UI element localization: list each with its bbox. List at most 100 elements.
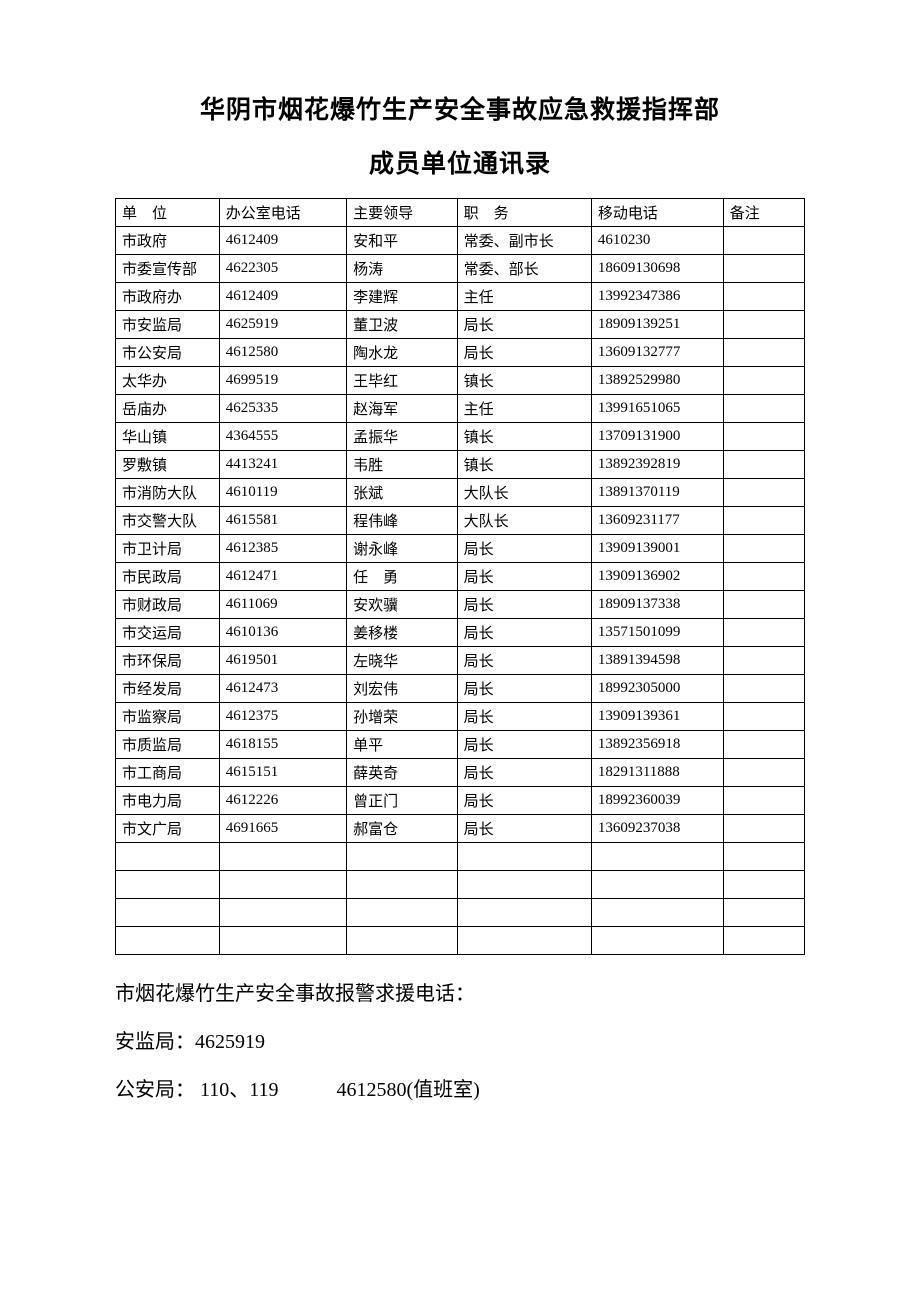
table-cell <box>723 227 804 255</box>
table-row: 市政府4612409安和平常委、副市长4610230 <box>116 227 805 255</box>
table-cell: 太华办 <box>116 367 220 395</box>
table-cell: 大队长 <box>457 479 591 507</box>
table-cell <box>723 339 804 367</box>
table-cell: 4612385 <box>219 535 346 563</box>
table-row: 岳庙办4625335赵海军主任13991651065 <box>116 395 805 423</box>
table-cell <box>723 395 804 423</box>
table-cell: 市环保局 <box>116 647 220 675</box>
table-row: 华山镇4364555孟振华镇长13709131900 <box>116 423 805 451</box>
table-cell: 张斌 <box>347 479 458 507</box>
table-cell: 18909139251 <box>591 311 723 339</box>
table-cell <box>457 871 591 899</box>
table-cell <box>591 899 723 927</box>
table-cell: 主任 <box>457 283 591 311</box>
table-cell: 局长 <box>457 339 591 367</box>
table-row: 市卫计局4612385谢永峰局长13909139001 <box>116 535 805 563</box>
table-cell: 市民政局 <box>116 563 220 591</box>
table-cell <box>723 535 804 563</box>
table-row: 市经发局4612473刘宏伟局长18992305000 <box>116 675 805 703</box>
col-header-position: 职 务 <box>457 199 591 227</box>
table-cell <box>723 927 804 955</box>
table-cell: 罗敷镇 <box>116 451 220 479</box>
table-cell: 市交运局 <box>116 619 220 647</box>
col-header-mobile: 移动电话 <box>591 199 723 227</box>
table-cell: 4413241 <box>219 451 346 479</box>
table-cell: 局长 <box>457 759 591 787</box>
table-cell <box>347 927 458 955</box>
table-cell: 4615581 <box>219 507 346 535</box>
table-cell <box>723 591 804 619</box>
table-cell: 局长 <box>457 675 591 703</box>
table-cell: 局长 <box>457 591 591 619</box>
table-cell <box>116 899 220 927</box>
table-cell: 市文广局 <box>116 815 220 843</box>
table-cell: 13909139001 <box>591 535 723 563</box>
table-cell <box>219 871 346 899</box>
table-cell <box>723 367 804 395</box>
table-row: 市监察局4612375孙增荣局长13909139361 <box>116 703 805 731</box>
table-cell <box>347 871 458 899</box>
table-cell: 4612473 <box>219 675 346 703</box>
table-cell: 市公安局 <box>116 339 220 367</box>
table-cell: 市卫计局 <box>116 535 220 563</box>
table-cell: 13909139361 <box>591 703 723 731</box>
table-cell <box>723 451 804 479</box>
table-cell: 13609237038 <box>591 815 723 843</box>
table-cell: 4612409 <box>219 227 346 255</box>
table-cell <box>347 843 458 871</box>
table-cell <box>457 927 591 955</box>
table-cell: 岳庙办 <box>116 395 220 423</box>
table-cell: 13891370119 <box>591 479 723 507</box>
table-cell <box>723 815 804 843</box>
table-cell: 镇长 <box>457 367 591 395</box>
table-cell: 市交警大队 <box>116 507 220 535</box>
table-cell: 董卫波 <box>347 311 458 339</box>
table-cell: 孟振华 <box>347 423 458 451</box>
table-cell <box>116 843 220 871</box>
table-cell <box>116 871 220 899</box>
table-row <box>116 899 805 927</box>
table-cell <box>723 703 804 731</box>
table-row: 市电力局4612226曾正门局长18992360039 <box>116 787 805 815</box>
contacts-table: 单 位 办公室电话 主要领导 职 务 移动电话 备注 市政府4612409安和平… <box>115 198 805 955</box>
table-cell: 局长 <box>457 563 591 591</box>
table-cell: 任 勇 <box>347 563 458 591</box>
table-cell: 刘宏伟 <box>347 675 458 703</box>
table-cell <box>723 507 804 535</box>
table-cell: 4622305 <box>219 255 346 283</box>
table-cell: 市工商局 <box>116 759 220 787</box>
table-cell <box>347 899 458 927</box>
table-cell <box>723 731 804 759</box>
table-cell: 陶水龙 <box>347 339 458 367</box>
police-line: 公安局： 110、119 4612580(值班室) <box>115 1069 805 1111</box>
table-cell: 18909137338 <box>591 591 723 619</box>
table-cell: 局长 <box>457 787 591 815</box>
table-cell: 杨涛 <box>347 255 458 283</box>
table-cell: 4691665 <box>219 815 346 843</box>
table-cell: 市监察局 <box>116 703 220 731</box>
table-cell <box>457 899 591 927</box>
table-row: 市委宣传部4622305杨涛常委、部长18609130698 <box>116 255 805 283</box>
table-cell: 13609231177 <box>591 507 723 535</box>
table-cell <box>723 871 804 899</box>
table-cell: 4612409 <box>219 283 346 311</box>
col-header-office: 办公室电话 <box>219 199 346 227</box>
table-cell: 郝富仓 <box>347 815 458 843</box>
table-cell: 王毕红 <box>347 367 458 395</box>
table-cell <box>723 479 804 507</box>
table-row <box>116 871 805 899</box>
table-cell: 4610136 <box>219 619 346 647</box>
table-body: 市政府4612409安和平常委、副市长4610230市委宣传部4622305杨涛… <box>116 227 805 955</box>
table-cell <box>591 927 723 955</box>
col-header-leader: 主要领导 <box>347 199 458 227</box>
table-cell: 局长 <box>457 731 591 759</box>
table-cell: 市电力局 <box>116 787 220 815</box>
table-cell: 曾正门 <box>347 787 458 815</box>
table-cell: 市安监局 <box>116 311 220 339</box>
table-cell: 13571501099 <box>591 619 723 647</box>
table-cell: 4610119 <box>219 479 346 507</box>
police-label: 公安局： <box>115 1079 195 1101</box>
table-cell: 镇长 <box>457 451 591 479</box>
table-row: 市民政局4612471任 勇局长13909136902 <box>116 563 805 591</box>
table-cell: 13892529980 <box>591 367 723 395</box>
